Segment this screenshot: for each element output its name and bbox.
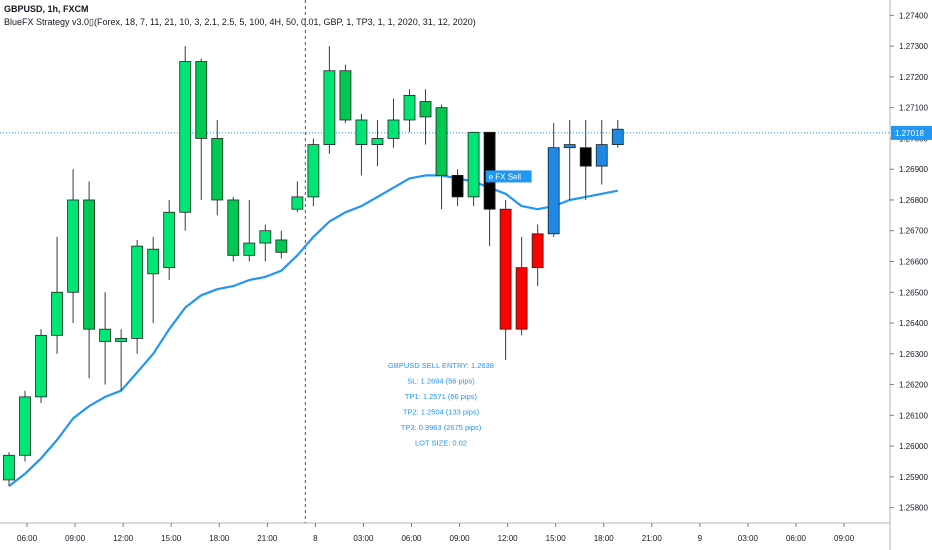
candle-body[interactable] bbox=[403, 94, 416, 121]
candle-body[interactable] bbox=[19, 396, 31, 456]
candle-body[interactable] bbox=[307, 144, 320, 198]
y-tick-label: 1.26300 bbox=[899, 350, 928, 359]
candle-body[interactable] bbox=[3, 454, 15, 481]
ma-line bbox=[8, 174, 619, 487]
y-tick-label: 1.26600 bbox=[899, 258, 928, 267]
y-tick-label: 1.26700 bbox=[899, 227, 928, 236]
trade-info-line: TP2: 1.2504 (133 pips) bbox=[403, 408, 480, 417]
y-tick-label: 1.26500 bbox=[899, 288, 928, 297]
trade-info-line: GBPUSD SELL ENTRY: 1.2638 bbox=[388, 361, 494, 370]
y-tick-label: 1.27100 bbox=[899, 104, 928, 113]
y-tick-label: 1.27400 bbox=[899, 11, 928, 20]
y-tick-label: 1.27300 bbox=[899, 42, 928, 51]
current-price-tag bbox=[891, 125, 932, 140]
x-tick-label: 21:00 bbox=[257, 534, 278, 543]
candle-body[interactable] bbox=[291, 196, 304, 210]
candle-body[interactable] bbox=[515, 267, 528, 330]
y-tick-label: 1.25800 bbox=[899, 504, 928, 513]
y-tick-label: 1.27200 bbox=[899, 73, 928, 82]
candle-body[interactable] bbox=[131, 245, 144, 339]
y-tick-label: 1.26900 bbox=[899, 165, 928, 174]
candle-body[interactable] bbox=[563, 144, 576, 149]
candle-body[interactable] bbox=[67, 199, 79, 293]
x-tick-label: 09:00 bbox=[450, 534, 471, 543]
x-tick-label: 06:00 bbox=[17, 534, 38, 543]
candle-body[interactable] bbox=[275, 239, 288, 253]
candle-body[interactable] bbox=[371, 138, 384, 145]
candle-body[interactable] bbox=[323, 70, 336, 145]
y-tick-label: 1.26800 bbox=[899, 196, 928, 205]
trade-info-line: LOT SIZE: 0.02 bbox=[415, 439, 467, 448]
x-tick-label: 15:00 bbox=[161, 534, 182, 543]
candle-body[interactable] bbox=[355, 119, 368, 145]
x-tick-label: 09:00 bbox=[834, 534, 855, 543]
trade-info-line: TP1: 1.2571 (66 pips) bbox=[405, 392, 478, 401]
trade-info-line: SL: 1.2694 (56 pips) bbox=[407, 377, 475, 386]
x-tick-label: 06:00 bbox=[786, 534, 807, 543]
candle-body[interactable] bbox=[35, 334, 47, 398]
symbol-title[interactable]: GBPUSD, 1h, FXCM bbox=[4, 4, 89, 14]
candle-body[interactable] bbox=[419, 101, 432, 118]
candle-body[interactable] bbox=[99, 328, 112, 342]
candle-body[interactable] bbox=[179, 61, 192, 213]
candle-body[interactable] bbox=[243, 242, 256, 256]
sell-signal-label-bg bbox=[485, 170, 532, 183]
candle-body[interactable] bbox=[611, 128, 624, 145]
candle-body[interactable] bbox=[467, 131, 480, 198]
candle-body[interactable] bbox=[51, 291, 63, 336]
x-tick-label: 03:00 bbox=[738, 534, 759, 543]
candle-body[interactable] bbox=[259, 230, 272, 244]
current-price-value: 1.27018 bbox=[895, 129, 924, 138]
trade-info-line: TP3: 0.9963 (2675 pips) bbox=[401, 423, 482, 432]
candle-body[interactable] bbox=[163, 211, 176, 269]
x-tick-label: 9 bbox=[698, 534, 703, 543]
x-tick-label: 21:00 bbox=[642, 534, 663, 543]
candle-body[interactable] bbox=[387, 119, 400, 139]
candle-body[interactable] bbox=[499, 208, 512, 330]
y-tick-label: 1.25900 bbox=[899, 473, 928, 482]
x-tick-label: 18:00 bbox=[209, 534, 230, 543]
candle-body[interactable] bbox=[227, 199, 240, 256]
candle-body[interactable] bbox=[595, 144, 608, 167]
candle-body[interactable] bbox=[451, 174, 464, 198]
candle-body[interactable] bbox=[147, 248, 160, 275]
y-tick-label: 1.26400 bbox=[899, 319, 928, 328]
x-tick-label: 18:00 bbox=[594, 534, 615, 543]
y-tick-label: 1.26000 bbox=[899, 442, 928, 451]
candle-body[interactable] bbox=[531, 233, 544, 269]
candle-body[interactable] bbox=[435, 107, 448, 176]
candle-body[interactable] bbox=[115, 338, 128, 342]
sell-signal-label: e FX Sell bbox=[489, 172, 522, 181]
x-tick-label: 15:00 bbox=[546, 534, 567, 543]
candle-body[interactable] bbox=[211, 138, 224, 201]
chart-header: GBPUSD, 1h, FXCM BlueFX Strategy v3.0▯(F… bbox=[4, 3, 476, 29]
x-tick-label: 06:00 bbox=[401, 534, 422, 543]
candle-body[interactable] bbox=[339, 70, 352, 121]
candle-body[interactable] bbox=[195, 61, 208, 139]
x-tick-label: 03:00 bbox=[353, 534, 374, 543]
x-tick-label: 12:00 bbox=[498, 534, 519, 543]
candle-body[interactable] bbox=[579, 147, 592, 167]
candle-body[interactable] bbox=[83, 199, 95, 330]
x-tick-label: 09:00 bbox=[65, 534, 86, 543]
candle-body[interactable] bbox=[547, 147, 560, 235]
y-tick-label: 1.26100 bbox=[899, 411, 928, 420]
indicator-legend[interactable]: BlueFX Strategy v3.0▯(Forex, 18, 7, 11, … bbox=[4, 17, 476, 27]
x-tick-label: 12:00 bbox=[113, 534, 134, 543]
x-tick-label: 8 bbox=[313, 534, 318, 543]
y-tick-label: 1.26200 bbox=[899, 381, 928, 390]
